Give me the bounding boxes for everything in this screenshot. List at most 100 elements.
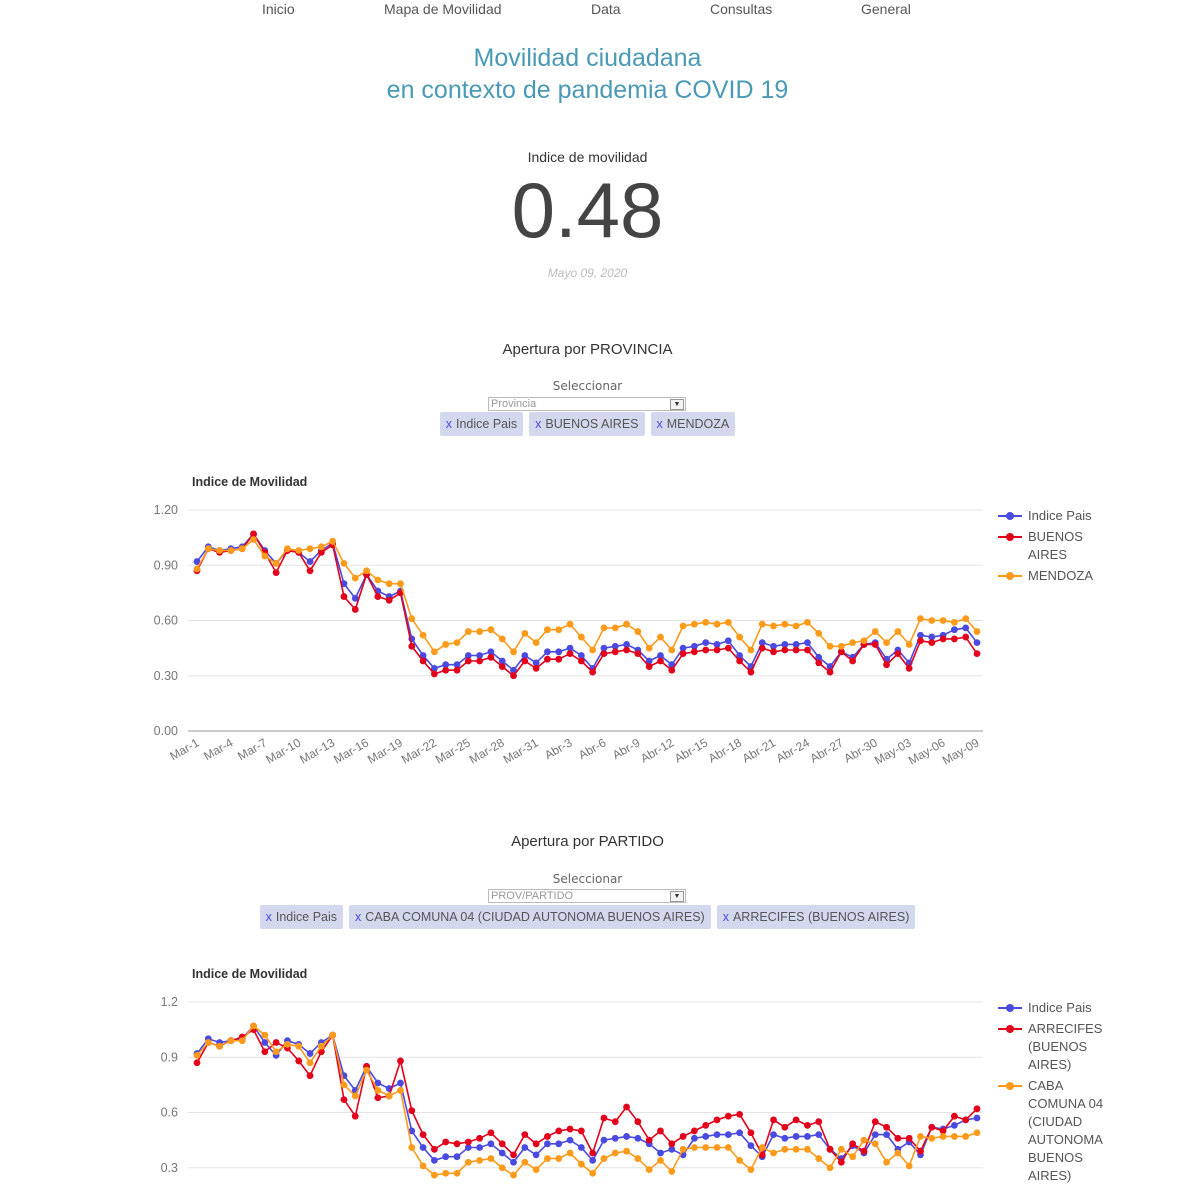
data-point[interactable] [442,1153,450,1161]
data-point[interactable] [657,633,664,641]
data-point[interactable] [950,1121,958,1129]
legend-item-indice-pais[interactable]: Indice Pais [998,999,1108,1017]
data-point[interactable] [306,1072,314,1080]
data-point[interactable] [589,1169,597,1177]
data-point[interactable] [645,644,653,652]
data-point[interactable] [577,633,585,641]
data-point[interactable] [510,672,517,680]
data-point[interactable] [600,1114,608,1122]
data-point[interactable] [476,1144,484,1151]
data-point[interactable] [645,657,653,665]
data-point[interactable] [510,648,517,656]
data-point[interactable] [193,1059,201,1067]
data-point[interactable] [826,642,834,650]
data-point[interactable] [532,659,540,667]
data-point[interactable] [747,1166,755,1173]
chip-buenos-aires[interactable]: x BUENOS AIRES [529,412,645,436]
data-point[interactable] [430,1156,438,1164]
data-point[interactable] [487,1129,495,1137]
data-point[interactable] [679,1133,687,1140]
data-point[interactable] [973,650,981,658]
data-point[interactable] [724,637,732,645]
data-point[interactable] [521,657,529,665]
data-point[interactable] [611,1134,619,1142]
data-point[interactable] [566,650,574,658]
data-point[interactable] [657,1149,664,1157]
data-point[interactable] [317,543,325,551]
data-point[interactable] [397,1087,404,1094]
data-point[interactable] [555,648,563,656]
data-point[interactable] [419,631,427,639]
data-point[interactable] [702,1144,710,1151]
chip-indice-pais[interactable]: x Indice Pais [259,905,344,929]
data-point[interactable] [532,639,540,646]
data-point[interactable] [781,1134,789,1142]
data-point[interactable] [871,628,879,635]
data-point[interactable] [736,633,744,641]
data-point[interactable] [634,1134,642,1142]
nav-consultas[interactable]: Consultas [710,1,773,17]
data-point[interactable] [871,641,879,648]
data-point[interactable] [668,1145,676,1153]
data-point[interactable] [770,642,777,650]
data-point[interactable] [702,618,710,626]
data-point[interactable] [464,1158,472,1166]
data-point[interactable] [193,1052,201,1059]
data-point[interactable] [747,646,755,654]
data-point[interactable] [724,1144,732,1151]
data-point[interactable] [250,1022,257,1030]
data-point[interactable] [894,1134,902,1142]
data-point[interactable] [284,545,291,553]
data-point[interactable] [713,1131,721,1138]
data-point[interactable] [736,1156,744,1164]
data-point[interactable] [351,1112,359,1120]
provincia-line-chart[interactable]: Indice de Movilidad 0.00 0.30 0.60 0.90 1.20 M… [0,470,1200,770]
data-point[interactable] [917,1133,924,1140]
data-point[interactable] [815,1118,823,1126]
data-point[interactable] [295,1042,303,1050]
data-point[interactable] [668,1140,676,1148]
data-point[interactable] [736,1110,744,1118]
data-point[interactable] [577,652,585,659]
data-point[interactable] [566,1149,574,1157]
data-point[interactable] [544,626,551,634]
data-point[interactable] [306,1059,314,1067]
data-point[interactable] [555,1127,563,1135]
remove-icon[interactable]: x [355,910,362,924]
data-point[interactable] [736,657,744,665]
data-point[interactable] [883,1131,890,1138]
data-point[interactable] [374,1087,382,1094]
data-point[interactable] [464,652,472,659]
chip-caba-comuna-04[interactable]: x CABA COMUNA 04 (CIUDAD AUTONOMA BUENOS … [349,905,711,929]
data-point[interactable] [611,1149,619,1157]
data-point[interactable] [476,1134,484,1142]
data-point[interactable] [532,1166,540,1173]
data-point[interactable] [397,1079,404,1087]
data-point[interactable] [250,536,257,543]
data-point[interactable] [544,1155,551,1162]
data-point[interactable] [589,646,597,654]
data-point[interactable] [589,1156,597,1164]
data-point[interactable] [917,615,924,623]
data-point[interactable] [623,641,630,648]
data-point[interactable] [611,1118,619,1126]
data-point[interactable] [419,1131,427,1138]
data-point[interactable] [442,641,450,648]
data-point[interactable] [770,622,777,630]
data-point[interactable] [397,1057,404,1065]
data-point[interactable] [498,1164,506,1172]
data-point[interactable] [792,641,800,648]
data-point[interactable] [758,1151,766,1159]
data-point[interactable] [442,1169,450,1177]
legend-item-caba-comuna-04[interactable]: CABA COMUNA 04 (CIUDAD AUTONOMA BUENOS A… [998,1077,1108,1185]
data-point[interactable] [295,1057,303,1065]
data-point[interactable] [804,1145,811,1153]
data-point[interactable] [295,547,303,554]
data-point[interactable] [724,1112,732,1120]
data-point[interactable] [871,1118,879,1126]
nav-inicio[interactable]: Inicio [262,1,295,17]
data-point[interactable] [758,644,766,652]
data-point[interactable] [261,1048,269,1056]
data-point[interactable] [815,1131,823,1138]
data-point[interactable] [476,628,484,635]
